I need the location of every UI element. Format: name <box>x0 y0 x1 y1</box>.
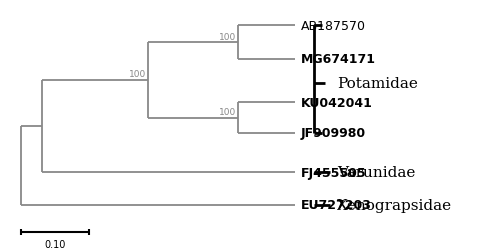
Text: JF909980: JF909980 <box>300 127 366 140</box>
Text: Potamidae: Potamidae <box>338 77 418 90</box>
Text: MG674171: MG674171 <box>300 53 376 66</box>
Text: Varunidae: Varunidae <box>338 166 415 179</box>
Text: 100: 100 <box>130 70 146 79</box>
Text: AB187570: AB187570 <box>300 19 366 33</box>
Text: 100: 100 <box>219 33 236 41</box>
Text: Xenograpsidae: Xenograpsidae <box>338 198 452 212</box>
Text: 100: 100 <box>219 108 236 117</box>
Text: EU727203: EU727203 <box>300 199 372 211</box>
Text: 0.10: 0.10 <box>44 239 66 249</box>
Text: FJ455505: FJ455505 <box>300 166 366 179</box>
Text: KU042041: KU042041 <box>300 97 372 109</box>
